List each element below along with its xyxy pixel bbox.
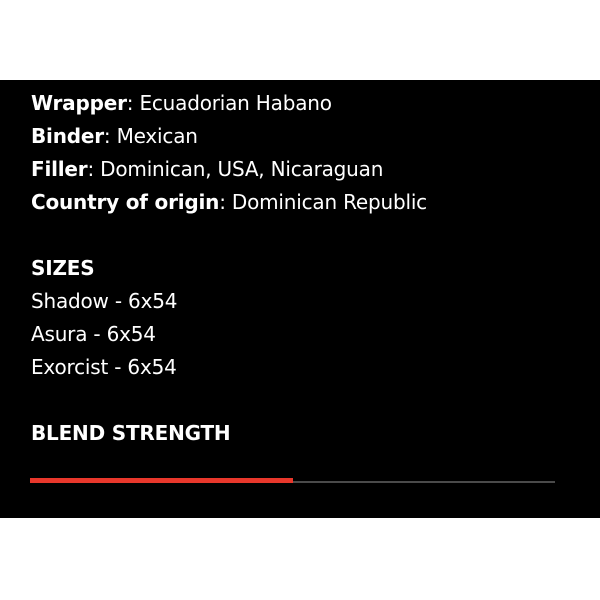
spec-value: Ecuadorian Habano	[139, 91, 332, 115]
spec-binder: Binder: Mexican	[31, 124, 198, 148]
sizes-heading: SIZES	[31, 256, 95, 280]
size-item: Asura - 6x54	[31, 322, 156, 346]
spec-separator: :	[126, 91, 140, 115]
spec-separator: :	[87, 157, 101, 181]
size-item: Exorcist - 6x54	[31, 355, 177, 379]
spec-label: Binder	[31, 124, 104, 148]
size-item: Shadow - 6x54	[31, 289, 178, 313]
strength-bar-track	[30, 481, 555, 483]
spec-label: Wrapper	[31, 91, 127, 115]
strength-bar-fill	[30, 478, 293, 483]
spec-separator: :	[219, 190, 232, 214]
spec-separator: :	[103, 124, 117, 148]
spec-label: Filler	[31, 157, 88, 181]
spec-country: Country of origin: Dominican Republic	[31, 190, 427, 214]
spec-filler: Filler: Dominican, USA, Nicaraguan	[31, 157, 383, 181]
spec-value: Mexican	[116, 124, 198, 148]
spec-wrapper: Wrapper: Ecuadorian Habano	[31, 91, 332, 115]
blend-strength-heading: BLEND STRENGTH	[31, 421, 231, 445]
product-details-panel: Wrapper: Ecuadorian Habano Binder: Mexic…	[0, 80, 600, 518]
spec-label: Country of origin	[31, 190, 220, 214]
spec-value: Dominican, USA, Nicaraguan	[100, 157, 384, 181]
spec-value: Dominican Republic	[231, 190, 427, 214]
